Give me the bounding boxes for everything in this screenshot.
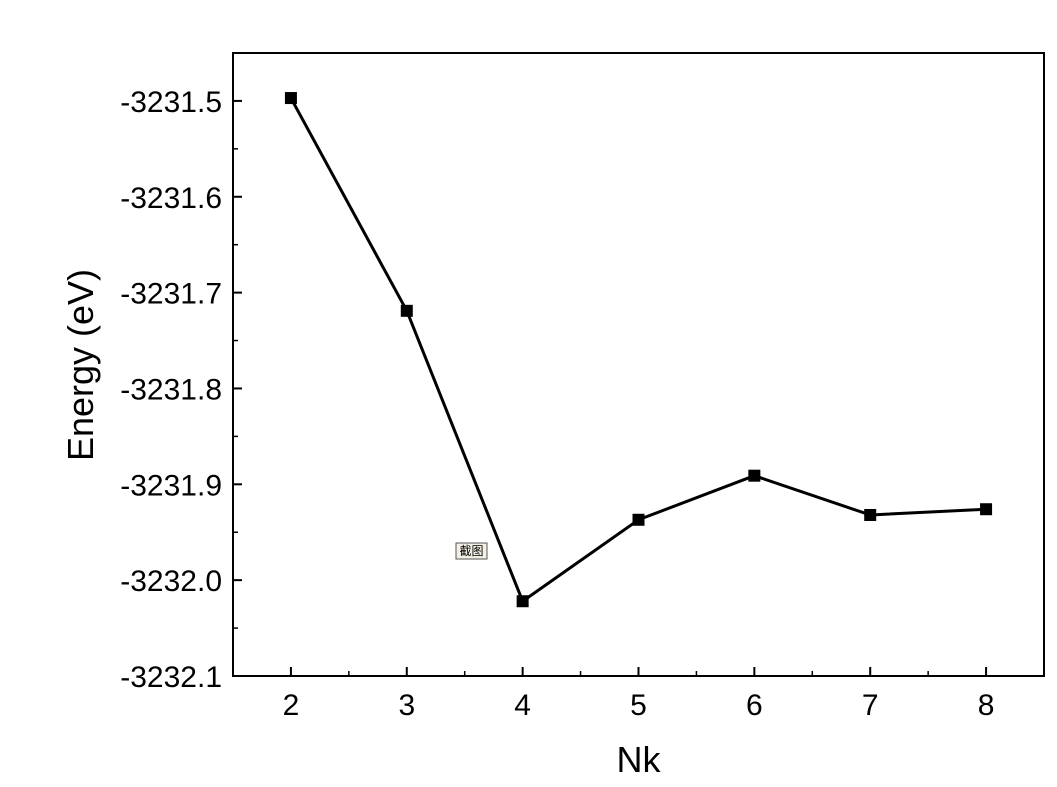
y-tick-label: -3231.5 <box>120 86 222 119</box>
data-point-marker <box>516 595 529 608</box>
y-axis-ticks: -3231.5 -3231.6 -3231.7 -3231.8 -3231.9 -3232… <box>120 86 242 694</box>
y-axis-title: Energy (eV) <box>60 269 101 461</box>
data-point-marker <box>980 503 993 516</box>
y-tick-label: -3231.8 <box>120 373 222 406</box>
screenshot-annotation: 截图 <box>455 542 488 560</box>
x-tick-label: 5 <box>630 689 647 722</box>
annotation-box <box>455 542 488 560</box>
data-point-marker <box>748 469 761 482</box>
x-tick-label: 6 <box>746 689 763 722</box>
y-tick-label: -3232.0 <box>120 565 222 598</box>
y-tick-label: -3231.6 <box>120 182 222 215</box>
x-axis-ticks: 2 3 4 5 6 7 8 <box>283 667 995 722</box>
x-tick-label: 7 <box>862 689 879 722</box>
x-tick-label: 3 <box>398 689 415 722</box>
x-tick-label: 2 <box>283 689 300 722</box>
plot-frame <box>232 52 1045 677</box>
x-axis-title: Nk <box>617 739 662 780</box>
y-tick-label: -3231.7 <box>120 278 222 311</box>
y-tick-label: -3232.1 <box>120 661 222 694</box>
data-point-marker <box>284 92 297 105</box>
annotation-text: 截图 <box>459 544 483 558</box>
data-point-marker <box>400 304 413 317</box>
y-tick-label: -3231.9 <box>120 469 222 502</box>
data-point-marker <box>864 508 877 521</box>
x-tick-label: 8 <box>978 689 995 722</box>
x-tick-label: 4 <box>514 689 531 722</box>
data-point-marker <box>632 513 645 526</box>
series-layer <box>284 92 993 608</box>
